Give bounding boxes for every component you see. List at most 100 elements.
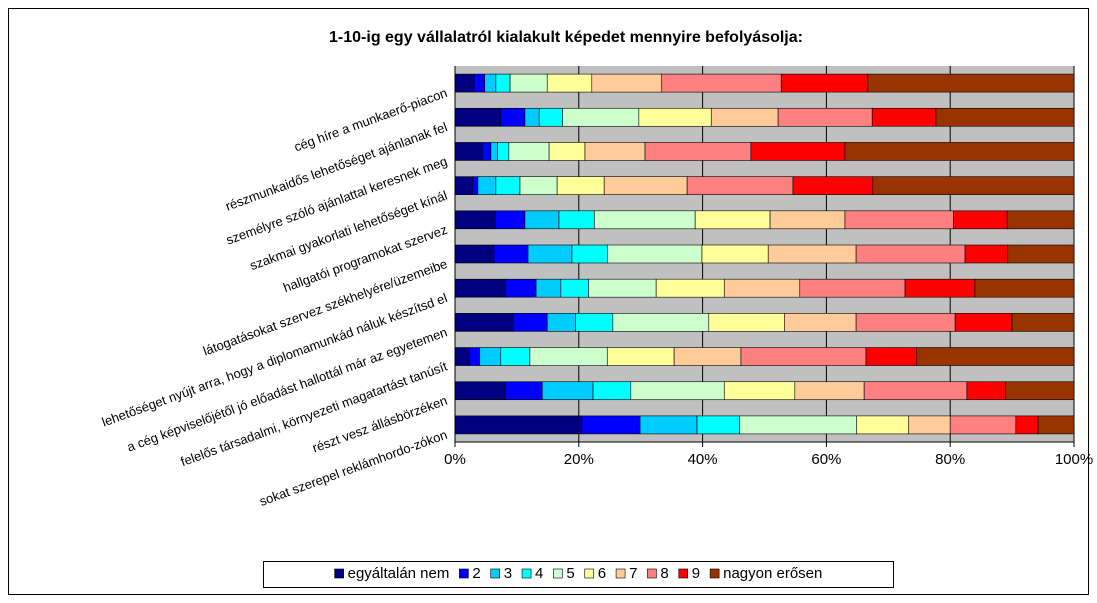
bar-segment [529,347,608,366]
bar-segment [630,381,725,401]
bar-segment [780,73,869,93]
legend-label: 6 [598,565,606,582]
bar-segment [767,244,857,264]
x-tick-label: 20% [564,451,594,468]
bar-segment [686,176,794,195]
bar-segment [777,107,873,127]
bar-segment [454,347,470,366]
bar-segment [560,278,590,298]
bar-segment [710,107,779,127]
bar-segment [591,73,663,93]
bar-segment [904,278,976,298]
bar-segment [612,313,710,332]
bar-segment [966,381,1006,401]
legend-swatch [334,568,344,579]
bar-segment [454,381,506,401]
bar-segment [575,313,614,332]
bar-segment [504,278,537,298]
bar-segment [571,244,608,264]
chart-title: 1-10-ig egy vállalatról kialakult képede… [329,29,803,46]
bar-segment [454,176,474,195]
bar-segment [494,210,526,230]
bar-segment [855,313,956,332]
bar-segment [495,176,521,195]
legend-swatch [490,568,501,579]
bar-segment [606,244,703,264]
x-tick-label: 100% [1055,451,1093,468]
bar-segment [708,313,785,332]
bar-segment [638,107,712,127]
bar-segment [799,278,906,298]
bar-segment [750,142,846,161]
x-tick-label: 40% [688,451,718,468]
bar-segment [739,415,858,435]
bar-segment [863,381,968,401]
bar-segment [454,278,506,298]
bar-segment [508,142,550,161]
bar-segment [644,142,752,161]
bar-segment [769,210,846,230]
bar-segment [495,73,511,93]
bar-segment [606,347,675,366]
bar-segment [784,313,857,332]
bar-segment [524,210,560,230]
bar-segment [497,142,510,161]
bar-segment [473,73,486,93]
bar-segment [504,381,543,401]
legend-label: 5 [566,565,574,582]
bar-segment [500,347,531,366]
bar-segment [454,107,502,127]
bar-segment [472,176,479,195]
bar-segment [844,142,1075,161]
bar-segment [558,210,595,230]
bar-segment [548,142,586,161]
legend-label: egyáltalán nem [348,565,450,582]
bar-segment [694,210,771,230]
bar-segment [867,73,1075,93]
bar-segment [792,176,874,195]
bar-segment [541,381,594,401]
bar-segment [454,210,496,230]
bar-segment [509,73,548,93]
bar-segment [454,313,514,332]
bar-segment [500,107,526,127]
bar-segment [954,313,1013,332]
legend-swatch [553,568,563,579]
bar-segment [538,107,564,127]
bar-segment [952,210,1008,230]
bar-segment [696,415,741,435]
bar-segment [562,107,640,127]
legend-swatch [615,568,626,579]
legend-swatch [709,568,720,579]
bar-segment [479,347,502,366]
legend-swatch [521,568,532,579]
bar-segment [865,347,918,366]
bar-segment [673,347,742,366]
bar-segment [916,347,1075,366]
bar-segment [527,244,573,264]
bar-segment [1011,313,1075,332]
bar-segment [556,176,605,195]
bar-segment [723,381,796,401]
bar-segment [603,176,688,195]
bar-segment [1006,210,1075,230]
legend-label: 3 [504,565,512,582]
bar-segment [1007,244,1075,264]
bar-segment [974,278,1075,298]
bar-segment [908,415,951,435]
bar-segment [477,176,497,195]
bar-segment [512,313,548,332]
bar-segment [454,142,483,161]
bar-segment [535,278,562,298]
bar-segment [519,176,558,195]
legend-swatch [584,568,595,579]
bar-segment [481,142,492,161]
bar-segment [1037,415,1075,435]
bar-segment [468,347,481,366]
legend-swatch [647,568,657,579]
bar-segment [949,415,1017,435]
bar-segment [454,244,495,264]
legend-label: 2 [472,565,480,582]
legend-label: 9 [692,565,700,582]
bar-segment [844,210,954,230]
